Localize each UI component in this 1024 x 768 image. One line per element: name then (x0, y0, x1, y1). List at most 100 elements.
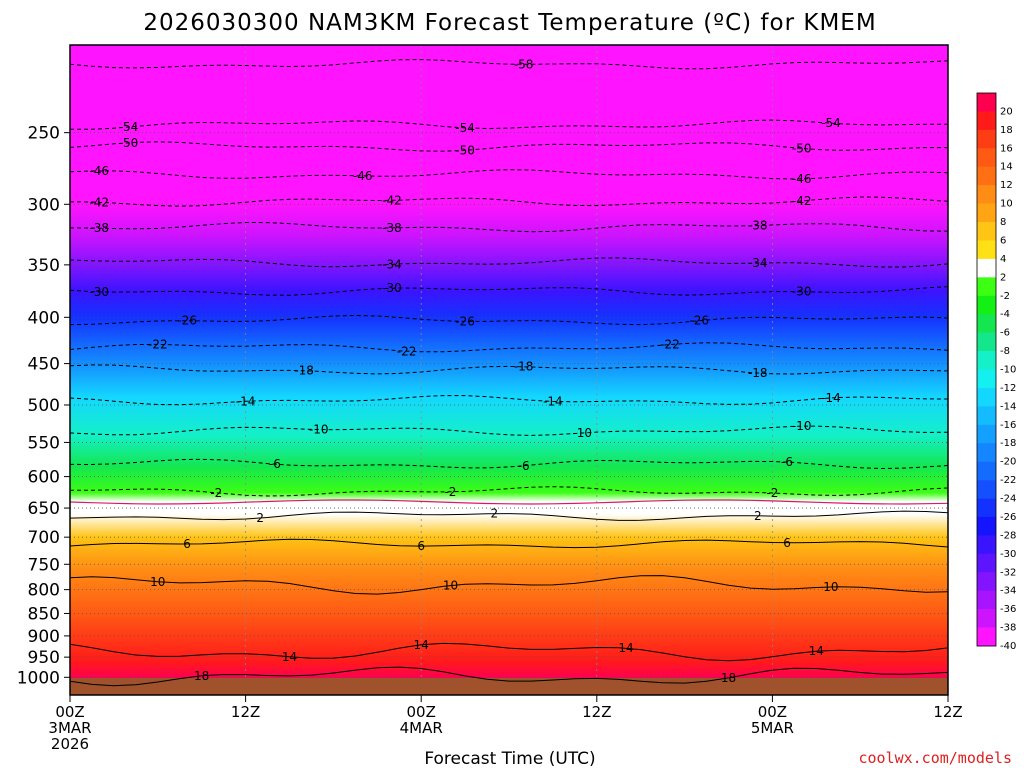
isotherm-label: -50 (455, 143, 475, 157)
isotherm-label: 10 (823, 580, 838, 594)
colorbar-swatch (977, 185, 996, 204)
colorbar-legend: 20 18 16 14 12 10 8 6 4 2 -2 -4 -6 -8 -10 -12 -14 -16 -18 -… (976, 92, 1016, 652)
isotherm-label: 14 (414, 638, 429, 652)
isotherm-label: -6 (269, 457, 281, 471)
y-tick-label: 650 (28, 499, 60, 519)
isotherm-label: 6 (417, 539, 425, 553)
colorbar-label: -36 (1000, 604, 1016, 615)
isotherm-line (70, 538, 948, 549)
colorbar-label: -4 (1000, 309, 1010, 320)
colorbar-label: -16 (1000, 420, 1016, 431)
colorbar-swatch (977, 406, 996, 426)
isotherm-label: -46 (89, 164, 109, 178)
x-tick-label: 00Z (758, 703, 787, 721)
isotherm-label: -22 (660, 338, 680, 352)
temperature-field (70, 45, 948, 678)
colorbar-swatch (977, 590, 996, 610)
isotherm-label: -22 (397, 344, 417, 358)
colorbar-label: 20 (1000, 106, 1013, 117)
colorbar-swatch (977, 424, 996, 444)
colorbar-label: -34 (1000, 586, 1016, 597)
y-tick-label: 350 (28, 256, 60, 276)
isotherm-label: -2 (210, 486, 222, 500)
x-tick-label: 12Z (231, 703, 260, 721)
x-tick-label: 00Z (55, 703, 84, 721)
isotherm-label: -46 (353, 169, 373, 183)
isotherm-label: -50 (792, 141, 812, 155)
isotherm-label: 2 (256, 511, 264, 525)
source-credit: coolwx.com/models (858, 749, 1012, 767)
isotherm-label: -34 (748, 256, 768, 270)
colorbar-label: 4 (1000, 254, 1006, 265)
colorbar-label: -20 (1000, 457, 1016, 468)
colorbar-swatch (977, 129, 996, 149)
colorbar-swatch (977, 609, 996, 628)
isotherm-label: -30 (382, 281, 402, 295)
isotherm-label: -42 (792, 194, 812, 208)
colorbar-label: -14 (1000, 401, 1016, 412)
isotherm-label: 18 (194, 669, 209, 683)
isotherm-label: -30 (89, 285, 109, 299)
isotherm-label: -30 (792, 285, 812, 299)
isotherm-label: -54 (821, 116, 841, 130)
isotherm-label: 2 (491, 507, 499, 521)
colorbar-swatch (977, 111, 996, 131)
y-tick-label: 500 (28, 396, 60, 416)
colorbar-label: -8 (1000, 346, 1010, 357)
y-tick-label: 750 (28, 555, 60, 575)
x-axis-label: Forecast Time (UTC) (424, 749, 595, 768)
x-tick-label: 12Z (933, 703, 962, 721)
y-tick-label: 900 (28, 627, 60, 647)
isotherm-label: 6 (183, 537, 191, 551)
colorbar-swatch (977, 480, 996, 499)
y-tick-label: 950 (28, 648, 60, 668)
isotherm-contours: -58 -54 -54 -54 -50 -50 -50 -46 -46 -46 -42 -42 -42 -… (70, 57, 948, 687)
isotherm-label: 6 (783, 536, 791, 550)
isotherm-label: -14 (821, 391, 841, 405)
isotherm-label: -10 (572, 426, 592, 440)
isotherm-label: 2 (754, 509, 762, 523)
colorbar-label: -26 (1000, 512, 1016, 523)
colorbar-label: -12 (1000, 383, 1016, 394)
y-tick-label: 800 (28, 581, 60, 601)
freezing-line (70, 499, 948, 505)
colorbar-label: 12 (1000, 180, 1013, 191)
y-tick-label: 450 (28, 355, 60, 375)
colorbar-swatch (977, 351, 996, 370)
isotherm-label: -38 (748, 219, 768, 233)
colorbar-swatch (977, 166, 996, 186)
x-tick-label: 2026 (51, 735, 89, 753)
plot-frame (69, 44, 949, 696)
colorbar-swatch (977, 222, 996, 241)
x-tick-label: 00Z (407, 703, 436, 721)
isotherm-line (70, 642, 948, 662)
colorbar-label: -18 (1000, 438, 1016, 449)
colorbar-label: 16 (1000, 143, 1013, 154)
y-tick-label: 600 (28, 468, 60, 488)
colorbar-label: -28 (1000, 530, 1016, 541)
x-tick-label: 4MAR (400, 719, 443, 737)
colorbar-swatch (977, 277, 996, 297)
isotherm-label: -54 (119, 120, 139, 134)
isotherm-label: 14 (282, 650, 297, 664)
isotherm-label: -10 (309, 423, 329, 437)
x-tick-label: 12Z (582, 703, 611, 721)
isotherm-label: -58 (514, 57, 534, 71)
colorbar-swatch (977, 461, 996, 481)
isotherm-label: 14 (618, 641, 633, 655)
colorbar-label: 2 (1000, 272, 1006, 283)
y-tick-label: 1000 (17, 668, 60, 688)
isotherm-label: -26 (177, 314, 197, 328)
colorbar-label: 14 (1000, 162, 1013, 173)
x-tick-label: 5MAR (751, 719, 794, 737)
isotherm-label: -42 (89, 195, 109, 209)
isotherm-label: -54 (455, 121, 475, 135)
chart-title: 2026030300 NAM3KM Forecast Temperature (… (143, 10, 876, 36)
colorbar-label: -10 (1000, 365, 1016, 376)
isotherm-line (70, 575, 948, 595)
colorbar-swatch (977, 369, 996, 389)
colorbar-label: -24 (1000, 494, 1016, 505)
isotherm-label: -22 (148, 337, 168, 351)
